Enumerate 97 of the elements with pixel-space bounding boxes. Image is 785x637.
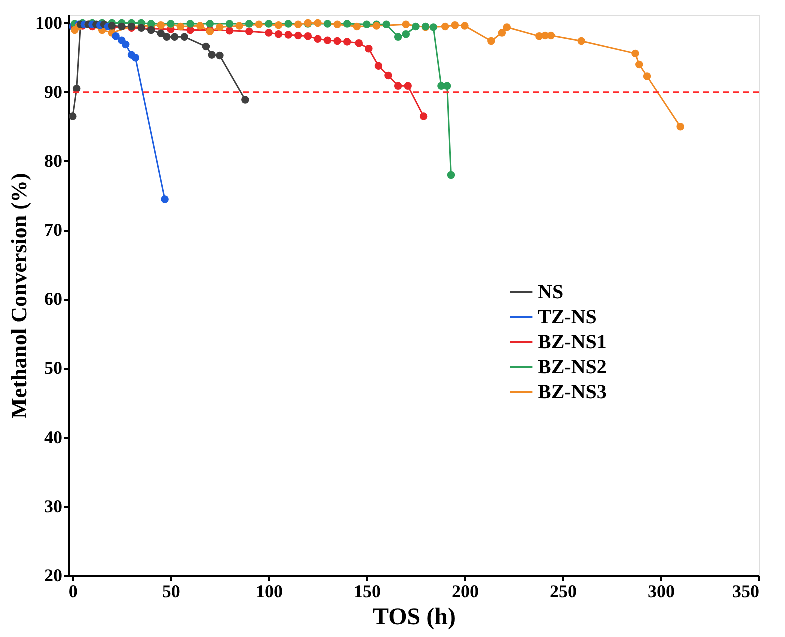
- point: [374, 62, 383, 70]
- point: [284, 31, 292, 39]
- point: [216, 52, 224, 60]
- point: [138, 24, 146, 32]
- point: [382, 20, 390, 29]
- y-tick-label: 80: [44, 150, 62, 171]
- point: [206, 20, 214, 28]
- point: [578, 37, 586, 46]
- point: [180, 33, 189, 41]
- point: [632, 50, 640, 58]
- point: [443, 82, 452, 90]
- point: [161, 196, 169, 204]
- point: [394, 82, 402, 90]
- point: [112, 32, 120, 40]
- point: [420, 112, 428, 120]
- point: [226, 27, 234, 35]
- point: [488, 37, 496, 46]
- point: [324, 36, 332, 44]
- point: [274, 22, 283, 30]
- point: [404, 82, 412, 90]
- point: [324, 20, 332, 28]
- point: [334, 20, 342, 29]
- point: [304, 32, 312, 40]
- x-tick-label: 150: [354, 582, 381, 602]
- legend-label: BZ-NS3: [538, 382, 607, 404]
- point: [245, 28, 254, 36]
- x-tick-label: 250: [550, 582, 577, 602]
- point: [402, 20, 410, 29]
- y-tick-label: 70: [44, 220, 62, 240]
- point: [242, 96, 250, 104]
- legend-label: BZ-NS2: [538, 356, 607, 378]
- point: [202, 42, 210, 51]
- y-tick-label: 20: [44, 566, 62, 586]
- point: [412, 22, 420, 31]
- y-tick-label: 40: [44, 427, 62, 448]
- point: [355, 39, 363, 48]
- point: [498, 29, 506, 37]
- point: [122, 40, 130, 49]
- legend-label: BZ-NS1: [538, 332, 607, 354]
- y-tick-label: 100: [36, 12, 62, 33]
- point: [343, 20, 352, 28]
- point: [157, 30, 166, 38]
- point: [196, 22, 204, 30]
- y-tick-label: 30: [44, 496, 62, 516]
- point: [365, 44, 373, 53]
- point: [343, 38, 352, 46]
- point: [503, 24, 511, 32]
- y-tick-label: 50: [44, 358, 62, 378]
- point: [447, 171, 456, 180]
- point: [353, 22, 362, 31]
- x-tick-label: 0: [68, 582, 78, 602]
- point: [402, 30, 410, 38]
- point: [265, 20, 273, 28]
- point: [547, 32, 556, 40]
- point: [157, 22, 166, 30]
- point: [314, 19, 322, 28]
- x-tick-label: 50: [162, 582, 180, 602]
- point: [216, 24, 224, 32]
- legend-label: TZ-NS: [538, 306, 597, 328]
- point: [314, 35, 322, 44]
- point: [461, 22, 469, 30]
- x-tick-label: 200: [452, 582, 479, 602]
- point: [245, 20, 254, 28]
- point: [118, 22, 126, 31]
- point: [430, 24, 438, 32]
- point: [643, 72, 652, 80]
- point: [394, 33, 402, 41]
- point: [163, 33, 171, 41]
- point: [236, 22, 244, 30]
- point: [176, 22, 185, 31]
- point: [441, 22, 450, 31]
- point: [132, 54, 140, 62]
- point: [384, 72, 392, 80]
- x-axis-title: TOS (h): [373, 604, 456, 630]
- x-tick-label: 100: [256, 582, 283, 602]
- point: [676, 123, 684, 131]
- point: [636, 60, 644, 69]
- point: [208, 51, 216, 59]
- point: [451, 22, 460, 30]
- point: [69, 112, 77, 120]
- x-tick-label: 350: [732, 582, 760, 602]
- x-tick-label: 300: [648, 582, 675, 602]
- point: [170, 33, 179, 41]
- legend-label: NS: [538, 282, 564, 304]
- point: [294, 20, 302, 29]
- point: [294, 32, 302, 40]
- y-tick-label: 90: [44, 82, 62, 102]
- point: [226, 20, 234, 28]
- point: [265, 29, 273, 37]
- point: [284, 20, 292, 28]
- point: [334, 37, 342, 46]
- y-axis-title: Methanol Conversion (%): [6, 173, 32, 419]
- point: [274, 30, 283, 38]
- point: [186, 20, 194, 28]
- y-tick-label: 60: [44, 289, 62, 310]
- point: [363, 20, 371, 29]
- point: [255, 20, 264, 29]
